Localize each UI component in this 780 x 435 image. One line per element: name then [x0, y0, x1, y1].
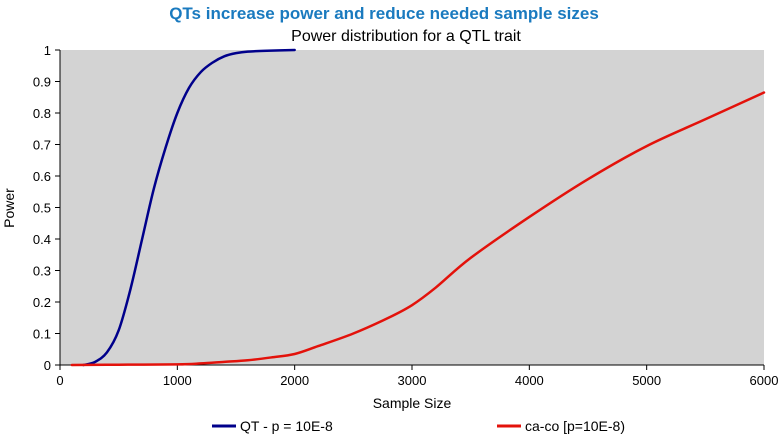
- legend-label-caco: ca-co [p=10E-8): [525, 418, 625, 434]
- series-line-qt: [82, 48, 296, 367]
- y-tick-label: 0.6: [33, 169, 51, 184]
- x-axis-label: Sample Size: [373, 395, 452, 411]
- y-axis-label: Power: [1, 188, 17, 228]
- y-tick-label: 0: [44, 358, 51, 373]
- x-tick-label: 6000: [750, 373, 779, 388]
- axes-group: 0 0.1 0.2 0.3 0.4 0.5 0.6 0.7 0.8 0.9 1 0 1000 2000 30…: [33, 43, 779, 388]
- x-tick-label: 4000: [515, 373, 544, 388]
- y-tick-label: 0.8: [33, 106, 51, 121]
- x-tick-label: 0: [56, 373, 63, 388]
- series-line-caco: [70, 91, 766, 367]
- legend-label-qt: QT - p = 10E-8: [240, 418, 333, 434]
- y-tick-label: 0.9: [33, 75, 51, 90]
- chart-subtitle: Power distribution for a QTL trait: [291, 28, 521, 45]
- series-group: [70, 48, 766, 367]
- x-tick-label: 5000: [632, 373, 661, 388]
- y-tick-label: 0.7: [33, 138, 51, 153]
- y-tick-label: 0.4: [33, 232, 51, 247]
- y-tick-label: 0.1: [33, 327, 51, 342]
- legend: QT - p = 10E-8 ca-co [p=10E-8): [212, 418, 625, 434]
- x-tick-label: 2000: [280, 373, 309, 388]
- y-tick-label: 0.5: [33, 201, 51, 216]
- x-tick-label: 3000: [398, 373, 427, 388]
- y-tick-label: 0.2: [33, 295, 51, 310]
- x-tick-label: 1000: [163, 373, 192, 388]
- y-tick-label: 1: [44, 43, 51, 58]
- plot-area: [60, 50, 764, 365]
- chart-title: QTs increase power and reduce needed sam…: [169, 4, 599, 23]
- y-tick-label: 0.3: [33, 264, 51, 279]
